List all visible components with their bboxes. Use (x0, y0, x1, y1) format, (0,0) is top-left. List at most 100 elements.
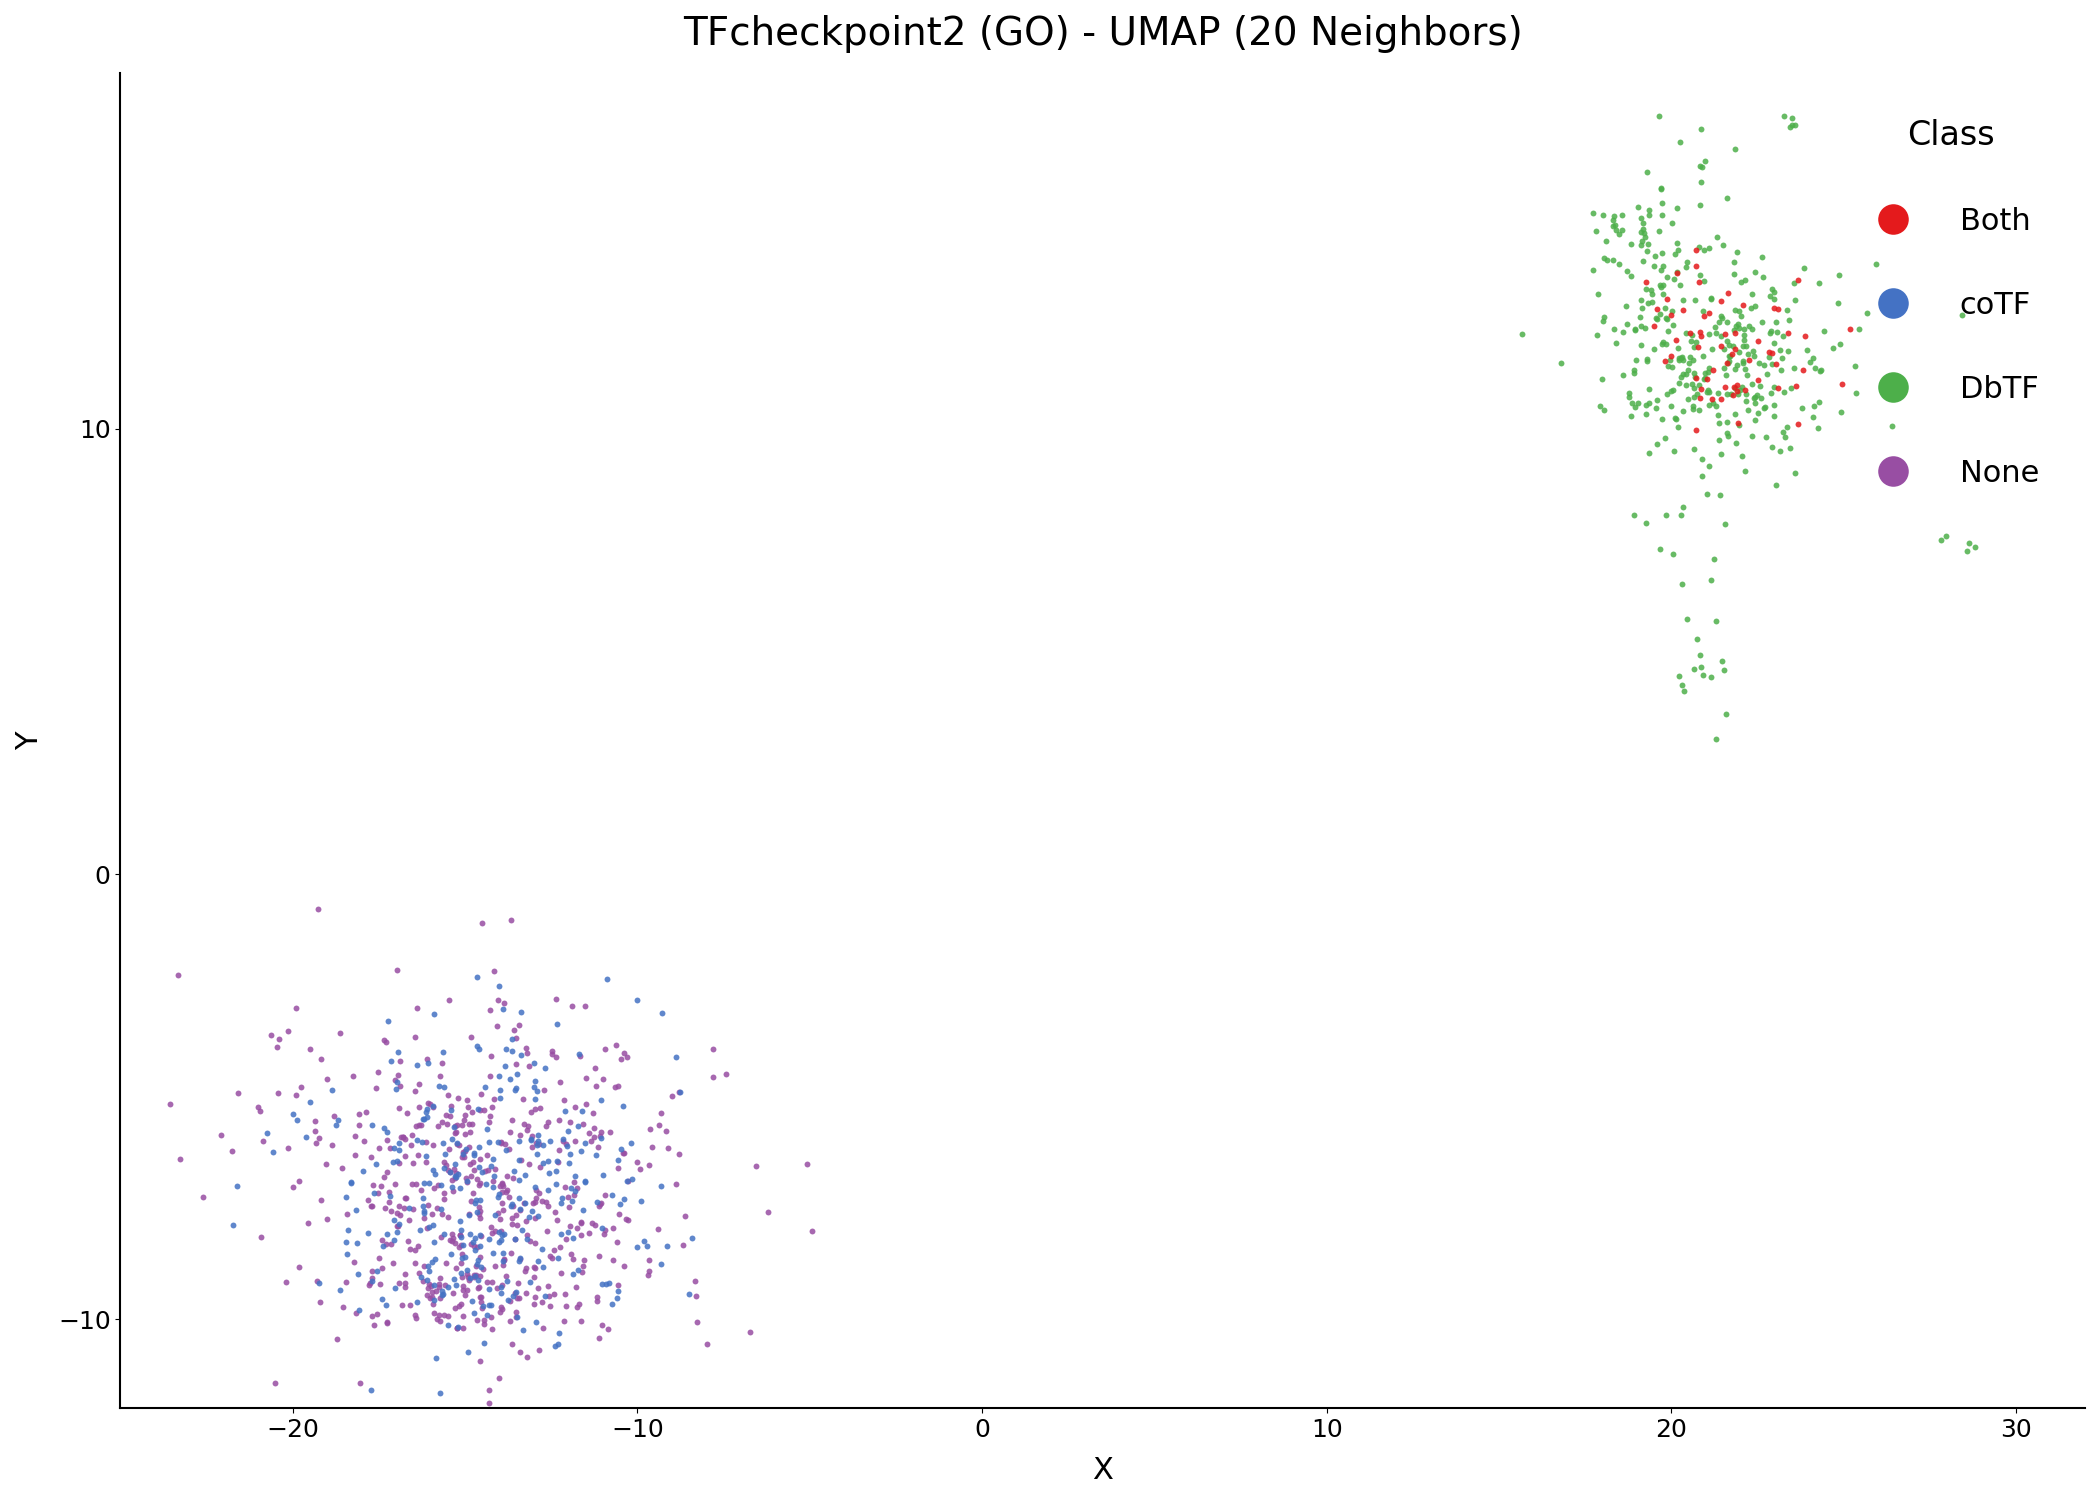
None (428, 1186, 462, 1210)
DbTF (1659, 406, 1693, 430)
DbTF (1709, 382, 1743, 406)
None (420, 1280, 454, 1304)
coTF (481, 1230, 514, 1254)
None (485, 1191, 519, 1215)
DbTF (1688, 366, 1722, 390)
None (538, 1282, 571, 1306)
None (428, 1180, 462, 1204)
None (567, 1248, 601, 1272)
DbTF (1625, 217, 1659, 242)
None (309, 1152, 342, 1176)
None (533, 1294, 567, 1318)
None (414, 1286, 447, 1310)
coTF (426, 1222, 460, 1246)
None (441, 1131, 475, 1155)
DbTF (1697, 548, 1730, 572)
None (386, 1125, 420, 1149)
Both (1712, 351, 1745, 375)
DbTF (1705, 306, 1739, 330)
coTF (498, 1227, 531, 1251)
None (548, 1174, 582, 1198)
DbTF (1766, 420, 1800, 444)
None (607, 1142, 640, 1166)
None (578, 1116, 611, 1140)
None (435, 1228, 468, 1252)
None (483, 1174, 517, 1198)
DbTF (1613, 381, 1646, 405)
None (496, 1212, 529, 1236)
coTF (380, 1149, 414, 1173)
None (456, 1150, 489, 1174)
None (353, 1274, 386, 1298)
None (565, 1112, 598, 1136)
None (485, 1298, 519, 1322)
None (416, 1284, 449, 1308)
None (439, 1122, 472, 1146)
DbTF (1659, 405, 1693, 429)
DbTF (1651, 266, 1684, 290)
None (494, 1288, 527, 1312)
DbTF (1661, 416, 1695, 440)
DbTF (1732, 315, 1766, 339)
DbTF (1634, 278, 1667, 302)
None (605, 1047, 638, 1071)
DbTF (1630, 238, 1663, 262)
None (430, 1113, 464, 1137)
coTF (426, 1076, 460, 1100)
DbTF (1760, 320, 1793, 344)
None (603, 1202, 636, 1225)
DbTF (1617, 318, 1651, 342)
None (426, 1110, 460, 1134)
DbTF (1693, 360, 1726, 384)
coTF (443, 1176, 477, 1200)
coTF (424, 1173, 458, 1197)
None (410, 1149, 443, 1173)
None (510, 1036, 544, 1060)
DbTF (1722, 340, 1756, 364)
DbTF (1745, 310, 1779, 334)
DbTF (1793, 350, 1827, 374)
DbTF (1703, 411, 1737, 435)
None (588, 1218, 622, 1242)
DbTF (1632, 198, 1665, 222)
None (462, 1202, 496, 1225)
None (416, 1203, 449, 1227)
None (407, 1254, 441, 1278)
DbTF (1638, 243, 1672, 267)
coTF (410, 1096, 443, 1120)
DbTF (1726, 351, 1760, 375)
DbTF (1644, 406, 1678, 430)
None (271, 1137, 304, 1161)
None (462, 1206, 496, 1230)
None (370, 1311, 403, 1335)
DbTF (1667, 495, 1701, 519)
DbTF (1697, 390, 1730, 414)
DbTF (1945, 303, 1978, 327)
None (575, 1130, 609, 1154)
DbTF (1758, 280, 1791, 304)
None (372, 1190, 405, 1214)
coTF (592, 1270, 626, 1294)
DbTF (1737, 386, 1770, 410)
DbTF (1644, 190, 1678, 214)
coTF (378, 1228, 412, 1252)
DbTF (1728, 268, 1762, 292)
DbTF (1630, 512, 1663, 536)
None (523, 1155, 556, 1179)
coTF (546, 1126, 580, 1150)
DbTF (1709, 420, 1743, 444)
coTF (466, 1160, 500, 1184)
None (556, 1246, 590, 1270)
DbTF (1741, 384, 1774, 408)
coTF (659, 1046, 693, 1070)
coTF (502, 1130, 536, 1154)
DbTF (1630, 159, 1663, 183)
coTF (460, 966, 493, 990)
coTF (552, 1150, 586, 1174)
DbTF (1638, 338, 1672, 362)
Both (1716, 342, 1749, 366)
coTF (538, 1334, 571, 1358)
coTF (340, 1198, 374, 1222)
None (517, 1191, 550, 1215)
Both (1655, 344, 1688, 368)
